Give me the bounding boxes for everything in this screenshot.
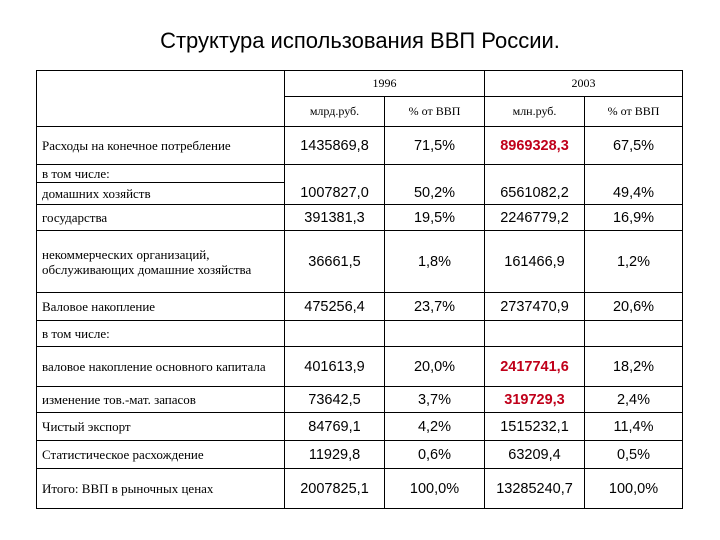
unit-header: млрд.руб. bbox=[284, 96, 385, 127]
percent-cell: 20,0% bbox=[384, 346, 485, 387]
year-header-1996: 1996 bbox=[284, 70, 485, 97]
value-cell: 36661,5 bbox=[284, 230, 385, 293]
corner-cell bbox=[36, 70, 285, 97]
table-row: в том числе: bbox=[36, 164, 683, 183]
row-label: Расходы на конечное потребление bbox=[36, 126, 285, 165]
value-cell: 13285240,7 bbox=[484, 468, 585, 509]
page-title: Структура использования ВВП России. bbox=[160, 28, 560, 53]
gdp-structure-table: 1996 2003 млрд.руб. % от ВВП млн.руб. % … bbox=[36, 70, 683, 509]
value-cell: 63209,4 bbox=[484, 440, 585, 469]
unit-header: млн.руб. bbox=[484, 96, 585, 127]
row-label: валовое накопление основного капитала bbox=[36, 346, 285, 387]
percent-cell: 4,2% bbox=[384, 412, 485, 441]
table-row: Итого: ВВП в рыночных ценах 2007825,1 10… bbox=[36, 468, 683, 509]
table-row: Чистый экспорт 84769,1 4,2% 1515232,1 11… bbox=[36, 412, 683, 441]
percent-cell: 0,5% bbox=[584, 440, 683, 469]
table-row: некоммерческих организаций, обслуживающи… bbox=[36, 230, 683, 293]
value-cell: 2737470,9 bbox=[484, 292, 585, 321]
value-cell: 401613,9 bbox=[284, 346, 385, 387]
row-label: некоммерческих организаций, обслуживающи… bbox=[36, 230, 285, 293]
percent-cell: 2,4% bbox=[584, 386, 683, 413]
percent-cell: 100,0% bbox=[384, 468, 485, 509]
percent-cell: 49,4% bbox=[584, 182, 683, 205]
percent-cell: 23,7% bbox=[384, 292, 485, 321]
percent-cell: 16,9% bbox=[584, 204, 683, 231]
value-cell: 73642,5 bbox=[284, 386, 385, 413]
value-cell: 161466,9 bbox=[484, 230, 585, 293]
value-cell: 1007827,0 bbox=[284, 182, 385, 205]
value-cell: 84769,1 bbox=[284, 412, 385, 441]
row-label: в том числе: bbox=[36, 320, 285, 347]
value-cell: 319729,3 bbox=[484, 386, 585, 413]
unit-header: % от ВВП bbox=[584, 96, 683, 127]
row-label: Статистическое расхождение bbox=[36, 440, 285, 469]
percent-cell: 0,6% bbox=[384, 440, 485, 469]
value-cell: 2246779,2 bbox=[484, 204, 585, 231]
value-cell: 2007825,1 bbox=[284, 468, 385, 509]
percent-cell: 18,2% bbox=[584, 346, 683, 387]
row-label: домашних хозяйств bbox=[36, 182, 285, 205]
table-row: государства 391381,3 19,5% 2246779,2 16,… bbox=[36, 204, 683, 231]
row-label: Чистый экспорт bbox=[36, 412, 285, 441]
table-row: в том числе: bbox=[36, 320, 683, 347]
row-label: Итого: ВВП в рыночных ценах bbox=[36, 468, 285, 509]
value-cell: 475256,4 bbox=[284, 292, 385, 321]
percent-cell: 71,5% bbox=[384, 126, 485, 165]
value-cell: 6561082,2 bbox=[484, 182, 585, 205]
value-cell: 11929,8 bbox=[284, 440, 385, 469]
value-cell: 391381,3 bbox=[284, 204, 385, 231]
value-cell: 2417741,6 bbox=[484, 346, 585, 387]
table-row: валовое накопление основного капитала 40… bbox=[36, 346, 683, 387]
table-row: Статистическое расхождение 11929,8 0,6% … bbox=[36, 440, 683, 469]
row-label: изменение тов.-мат. запасов bbox=[36, 386, 285, 413]
row-label: в том числе: bbox=[36, 164, 285, 183]
value-cell: 1435869,8 bbox=[284, 126, 385, 165]
percent-cell: 1,8% bbox=[384, 230, 485, 293]
percent-cell: 50,2% bbox=[384, 182, 485, 205]
corner-cell-lower bbox=[36, 96, 285, 127]
percent-cell: 100,0% bbox=[584, 468, 683, 509]
percent-cell: 20,6% bbox=[584, 292, 683, 321]
row-label: государства bbox=[36, 204, 285, 231]
table-row: домашних хозяйств 1007827,0 50,2% 656108… bbox=[36, 182, 683, 205]
value-cell: 1515232,1 bbox=[484, 412, 585, 441]
percent-cell: 3,7% bbox=[384, 386, 485, 413]
percent-cell: 11,4% bbox=[584, 412, 683, 441]
row-label: Валовое накопление bbox=[36, 292, 285, 321]
year-header-2003: 2003 bbox=[484, 70, 683, 97]
percent-cell: 19,5% bbox=[384, 204, 485, 231]
table-row: изменение тов.-мат. запасов 73642,5 3,7%… bbox=[36, 386, 683, 413]
percent-cell: 67,5% bbox=[584, 126, 683, 165]
table-row: Валовое накопление 475256,4 23,7% 273747… bbox=[36, 292, 683, 321]
value-cell: 8969328,3 bbox=[484, 126, 585, 165]
percent-cell: 1,2% bbox=[584, 230, 683, 293]
unit-header: % от ВВП bbox=[384, 96, 485, 127]
table-row: Расходы на конечное потребление 1435869,… bbox=[36, 126, 683, 165]
